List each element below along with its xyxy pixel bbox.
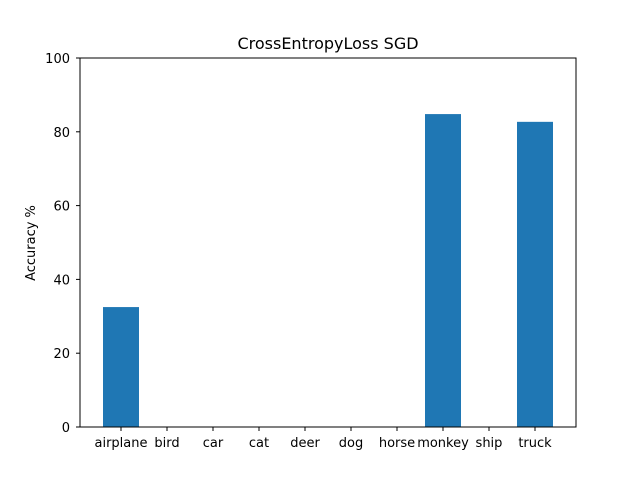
y-tick-label: 60 [53,200,70,215]
y-ticks-group: 0 20 40 60 80 100 [45,52,80,436]
y-tick-label: 20 [53,347,70,362]
x-tick-label: monkey [417,436,469,451]
x-tick-label: deer [290,436,320,451]
x-tick-label: cat [249,436,269,451]
y-tick-label: 40 [53,273,70,288]
bar-monkey [425,114,461,427]
x-tick-label: ship [476,436,503,451]
x-tick-label: car [203,436,224,451]
bars-group [103,114,553,427]
y-tick-label: 100 [45,52,70,67]
y-tick-label: 80 [53,126,70,141]
x-ticks-group: airplane bird car cat deer dog horse monkey ship… [95,427,552,451]
bar-airplane [103,307,139,427]
x-tick-label: airplane [95,436,148,451]
x-tick-label: bird [154,436,179,451]
x-tick-label: horse [379,436,415,451]
y-tick-label: 0 [62,421,70,436]
chart-title: CrossEntropyLoss SGD [237,34,418,53]
plot-frame [79,57,577,428]
x-tick-label: dog [339,436,363,451]
x-tick-label: truck [518,436,552,451]
bar-truck [517,121,553,427]
y-axis-label: Accuracy % [24,205,39,281]
